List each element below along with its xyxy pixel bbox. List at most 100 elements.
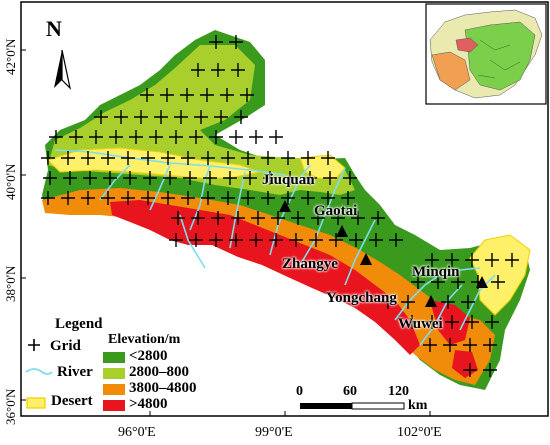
legend-title: Legend	[55, 316, 103, 332]
city-label-zhangye: Zhangye	[282, 256, 338, 272]
grid-cross	[214, 110, 228, 124]
grid-cross	[431, 275, 445, 289]
grid-cross	[169, 130, 183, 144]
grid-cross	[323, 171, 337, 185]
grid-cross	[329, 233, 343, 247]
grid-cross	[321, 191, 335, 205]
grid-cross	[283, 171, 297, 185]
grid-cross	[160, 88, 174, 102]
grid-cross	[209, 233, 223, 247]
grid-cross	[351, 211, 365, 225]
grid-cross	[425, 315, 439, 329]
legend-desert-symbol	[26, 397, 46, 409]
legend-swatch-low	[103, 352, 125, 363]
grid-cross	[189, 233, 203, 247]
region-top-elevation-south	[452, 350, 478, 378]
city-marker-gaotai	[336, 225, 348, 237]
grid-cross	[191, 211, 205, 225]
grid-cross	[241, 151, 255, 165]
grid-cross	[465, 253, 479, 267]
grid-cross	[94, 110, 108, 124]
river-branch-6	[299, 167, 346, 266]
grid-cross	[180, 88, 194, 102]
grid-cross	[41, 151, 55, 165]
grid-cross	[163, 171, 177, 185]
grid-cross	[231, 63, 245, 77]
north-label: N	[46, 16, 62, 41]
grid-cross	[89, 130, 103, 144]
city-marker-zhangye	[360, 253, 372, 265]
legend-class-high: 3800–4800	[129, 380, 197, 396]
grid-cross	[240, 88, 254, 102]
grid-cross	[220, 88, 234, 102]
grid-cross	[141, 151, 155, 165]
city-label-minqin: Minqin	[412, 264, 460, 280]
grid-cross	[405, 315, 419, 329]
legend-river-symbol	[25, 368, 53, 375]
grid-cross	[301, 151, 315, 165]
grid-cross	[81, 151, 95, 165]
legend-grid-label: Grid	[50, 338, 81, 354]
grid-cross	[83, 171, 97, 185]
grid-cross	[289, 233, 303, 247]
grid-cross	[140, 88, 154, 102]
grid-cross	[261, 191, 275, 205]
river-branch-4	[229, 171, 246, 249]
lat-label-38: 38°0'N	[3, 265, 18, 302]
legend-symbols	[25, 339, 125, 411]
grid-cross	[445, 253, 459, 267]
grid-cross	[201, 151, 215, 165]
legend-class-low: <2800	[129, 348, 168, 364]
grid-cross	[161, 151, 175, 165]
grid-cross	[491, 275, 505, 289]
grid-cross	[114, 110, 128, 124]
grid-cross	[229, 233, 243, 247]
grid-cross	[251, 211, 265, 225]
grid-cross	[174, 110, 188, 124]
grid-cross	[211, 63, 225, 77]
grid-cross	[243, 171, 257, 185]
grid-cross	[134, 110, 148, 124]
grid-cross	[43, 171, 57, 185]
grid-cross	[321, 151, 335, 165]
grid-cross	[69, 130, 83, 144]
grid-cross	[463, 363, 477, 377]
legend-river-label: River	[57, 364, 93, 380]
grid-cross	[401, 295, 415, 309]
grid-cross	[441, 295, 455, 309]
grid-cross	[309, 233, 323, 247]
grid-cross	[209, 35, 223, 49]
legend-swatch-top	[103, 400, 125, 411]
grid-markers	[41, 35, 519, 377]
scale-tick-60: 60	[343, 384, 357, 399]
grid-cross	[121, 151, 135, 165]
grid-cross	[194, 110, 208, 124]
grid-cross	[343, 171, 357, 185]
city-label-yongchang: Yongchang	[326, 290, 397, 306]
legend-class-mid: 2800–800	[129, 364, 189, 380]
grid-cross	[221, 191, 235, 205]
grid-cross	[411, 275, 425, 289]
grid-cross	[223, 171, 237, 185]
desert-patch-east	[469, 234, 531, 316]
grid-cross	[483, 363, 497, 377]
river-branch-9	[419, 284, 463, 346]
grid-cross	[141, 191, 155, 205]
grid-cross	[369, 233, 383, 247]
river-branch-11	[459, 274, 496, 331]
grid-cross	[303, 171, 317, 185]
grid-cross	[229, 130, 243, 144]
legend-swatch-mid	[103, 368, 125, 379]
grid-cross	[463, 338, 477, 352]
grid-cross	[485, 253, 499, 267]
grid-cross	[149, 130, 163, 144]
grid-cross	[281, 151, 295, 165]
grid-cross	[61, 151, 75, 165]
city-markers	[279, 200, 488, 307]
grid-cross	[49, 130, 63, 144]
grid-cross	[143, 171, 157, 185]
grid-cross	[121, 191, 135, 205]
grid-cross	[101, 151, 115, 165]
